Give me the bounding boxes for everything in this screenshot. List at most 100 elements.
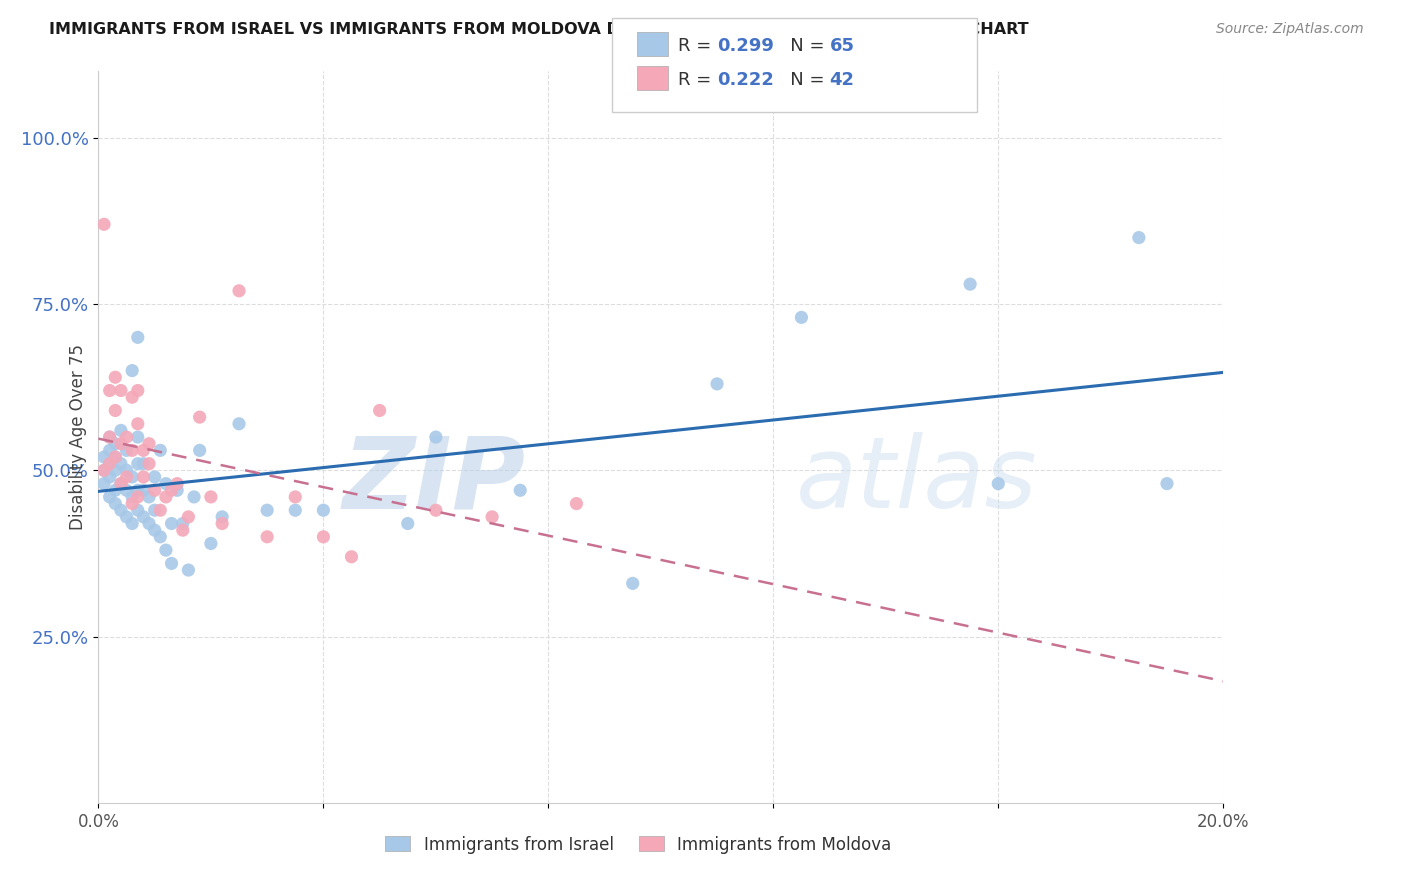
Text: Source: ZipAtlas.com: Source: ZipAtlas.com bbox=[1216, 22, 1364, 37]
Point bbox=[98, 457, 121, 471]
Point bbox=[93, 463, 115, 477]
Point bbox=[110, 384, 132, 398]
Point bbox=[177, 563, 200, 577]
Point bbox=[228, 284, 250, 298]
Point bbox=[228, 417, 250, 431]
Point bbox=[425, 430, 447, 444]
Point bbox=[98, 430, 121, 444]
Point bbox=[188, 410, 211, 425]
Point bbox=[110, 436, 132, 450]
Point bbox=[104, 370, 127, 384]
Point bbox=[110, 476, 132, 491]
Point bbox=[312, 503, 335, 517]
Point bbox=[93, 217, 115, 231]
Point bbox=[104, 483, 127, 498]
Point bbox=[132, 470, 155, 484]
Y-axis label: Disability Age Over 75: Disability Age Over 75 bbox=[69, 344, 87, 530]
Point bbox=[132, 443, 155, 458]
Point bbox=[127, 430, 149, 444]
Point bbox=[121, 516, 143, 531]
Point bbox=[621, 576, 644, 591]
Point bbox=[104, 436, 127, 450]
Point bbox=[177, 509, 200, 524]
Point bbox=[149, 530, 172, 544]
Point bbox=[160, 516, 183, 531]
Point bbox=[115, 430, 138, 444]
Point bbox=[160, 557, 183, 571]
Point bbox=[115, 509, 138, 524]
Point bbox=[98, 490, 121, 504]
Point bbox=[166, 476, 188, 491]
Point bbox=[143, 503, 166, 517]
Point bbox=[565, 497, 588, 511]
Point bbox=[127, 503, 149, 517]
Point bbox=[149, 443, 172, 458]
Point bbox=[127, 417, 149, 431]
Point bbox=[183, 490, 205, 504]
Point bbox=[425, 503, 447, 517]
Point bbox=[121, 390, 143, 404]
Point bbox=[155, 490, 177, 504]
Point bbox=[1128, 230, 1150, 244]
Point bbox=[121, 443, 143, 458]
Text: N =: N = bbox=[773, 37, 831, 55]
Point bbox=[340, 549, 363, 564]
Point bbox=[160, 483, 183, 498]
Point bbox=[93, 463, 115, 477]
Point bbox=[93, 450, 115, 464]
Point bbox=[115, 483, 138, 498]
Point bbox=[127, 483, 149, 498]
Point bbox=[98, 443, 121, 458]
Point bbox=[143, 483, 166, 498]
Point bbox=[172, 516, 194, 531]
Point bbox=[104, 450, 127, 464]
Point bbox=[104, 463, 127, 477]
Point bbox=[155, 476, 177, 491]
Point bbox=[172, 523, 194, 537]
Point bbox=[155, 543, 177, 558]
Point bbox=[200, 536, 222, 550]
Text: 0.299: 0.299 bbox=[717, 37, 773, 55]
Point bbox=[115, 470, 138, 484]
Point bbox=[127, 330, 149, 344]
Point bbox=[121, 363, 143, 377]
Text: 65: 65 bbox=[830, 37, 855, 55]
Point bbox=[149, 503, 172, 517]
Point bbox=[509, 483, 531, 498]
Point bbox=[284, 490, 307, 504]
Text: N =: N = bbox=[773, 71, 831, 89]
Point bbox=[312, 530, 335, 544]
Point bbox=[138, 516, 160, 531]
Point bbox=[104, 497, 127, 511]
Point bbox=[132, 509, 155, 524]
Point bbox=[127, 457, 149, 471]
Point bbox=[104, 450, 127, 464]
Point bbox=[98, 430, 121, 444]
Text: atlas: atlas bbox=[796, 433, 1038, 530]
Point bbox=[132, 483, 155, 498]
Point bbox=[115, 463, 138, 477]
Point bbox=[127, 490, 149, 504]
Text: 0.222: 0.222 bbox=[717, 71, 773, 89]
Point bbox=[138, 490, 160, 504]
Text: R =: R = bbox=[678, 37, 717, 55]
Point bbox=[284, 503, 307, 517]
Point bbox=[790, 310, 813, 325]
Point bbox=[121, 490, 143, 504]
Point bbox=[110, 503, 132, 517]
Point bbox=[121, 497, 143, 511]
Point bbox=[143, 470, 166, 484]
Point bbox=[138, 457, 160, 471]
Legend: Immigrants from Israel, Immigrants from Moldova: Immigrants from Israel, Immigrants from … bbox=[378, 829, 898, 860]
Point bbox=[368, 403, 391, 417]
Text: IMMIGRANTS FROM ISRAEL VS IMMIGRANTS FROM MOLDOVA DISABILITY AGE OVER 75 CORRELA: IMMIGRANTS FROM ISRAEL VS IMMIGRANTS FRO… bbox=[49, 22, 1029, 37]
Point bbox=[115, 443, 138, 458]
Point bbox=[132, 457, 155, 471]
Point bbox=[987, 476, 1010, 491]
Point bbox=[188, 443, 211, 458]
Point bbox=[211, 516, 233, 531]
Point bbox=[98, 470, 121, 484]
Point bbox=[166, 483, 188, 498]
Text: ZIP: ZIP bbox=[343, 433, 526, 530]
Point bbox=[98, 384, 121, 398]
